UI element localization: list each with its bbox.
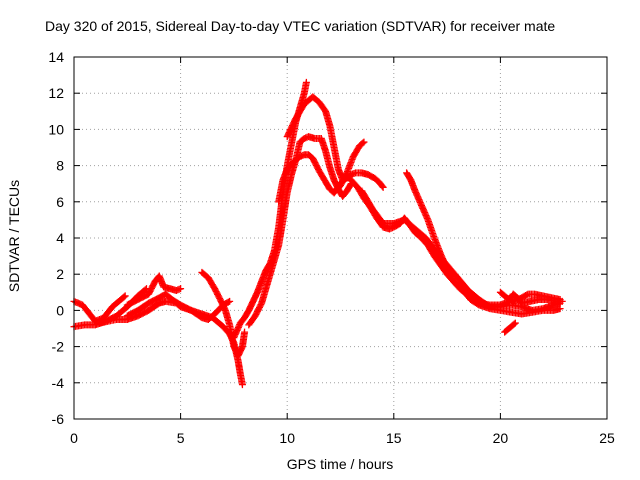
grid-lines: [74, 57, 607, 419]
x-axis-label: GPS time / hours: [286, 456, 394, 472]
data-point: [360, 138, 368, 146]
data-point: [120, 293, 128, 301]
y-tick-label: -6: [52, 411, 65, 427]
data-point: [226, 297, 234, 305]
series-l: [358, 187, 564, 314]
data-point: [511, 319, 519, 327]
y-tick-label: -2: [52, 339, 65, 355]
data-markers: [70, 78, 566, 389]
y-tick-label: 4: [56, 230, 64, 246]
data-point: [510, 320, 518, 328]
y-tick-label: 14: [48, 49, 64, 65]
x-tick-label: 5: [177, 430, 185, 446]
data-point: [241, 328, 249, 336]
data-point: [378, 182, 386, 190]
y-tick-label: 12: [48, 85, 64, 101]
series-h: [245, 133, 355, 329]
plot-frame: [73, 56, 608, 420]
data-point: [121, 292, 129, 300]
y-axis-label: SDTVAR / TECUs: [6, 179, 22, 293]
series-f: [198, 268, 249, 360]
series-d: [123, 272, 185, 309]
axis-ticks: 0 5 10 15 20 25 -6 -4 -2 0 2 4 6 8 10 12 14: [48, 49, 615, 446]
series-a: [70, 292, 129, 325]
data-point: [379, 183, 387, 191]
y-tick-label: -4: [52, 375, 65, 391]
y-tick-label: 8: [56, 158, 64, 174]
data-point: [238, 381, 246, 389]
series-n: [496, 288, 564, 305]
y-tick-label: 0: [56, 302, 64, 318]
chart-title: Day 320 of 2015, Sidereal Day-to-day VTE…: [45, 18, 556, 34]
x-tick-label: 10: [279, 430, 295, 446]
y-tick-label: 10: [48, 121, 64, 137]
x-tick-label: 25: [599, 430, 615, 446]
series-m: [403, 169, 566, 309]
x-tick-label: 0: [70, 430, 78, 446]
y-tick-label: 2: [56, 266, 64, 282]
x-tick-label: 15: [386, 430, 402, 446]
data-point: [177, 285, 185, 293]
y-tick-label: 6: [56, 194, 64, 210]
x-tick-label: 20: [493, 430, 509, 446]
data-point: [359, 139, 367, 147]
data-point: [302, 78, 310, 86]
series-o: [501, 319, 519, 336]
data-point: [224, 298, 232, 306]
data-point: [556, 296, 564, 304]
